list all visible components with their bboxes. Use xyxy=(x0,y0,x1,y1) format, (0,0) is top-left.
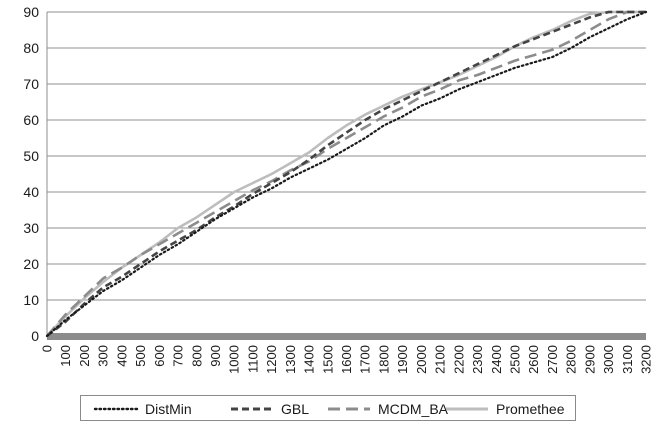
x-tick-label: 600 xyxy=(152,345,167,367)
y-tick-label: 60 xyxy=(23,112,39,128)
legend-label-distmin: DistMin xyxy=(145,401,192,417)
y-tick-labels: 0 10 20 30 40 50 60 70 80 90 xyxy=(23,4,39,344)
legend-item-promethee: Promethee xyxy=(444,399,564,419)
y-tick-label: 30 xyxy=(23,220,39,236)
series-line-mcdm-ba xyxy=(46,10,646,337)
x-tick-label: 2700 xyxy=(545,345,560,374)
x-tick-label: 900 xyxy=(208,345,223,367)
x-tick-label: 1200 xyxy=(264,345,279,374)
x-tick-label: 1900 xyxy=(395,345,410,374)
legend-swatch-distmin xyxy=(93,407,139,411)
legend-label-promethee: Promethee xyxy=(496,401,565,417)
x-tick-label: 1300 xyxy=(283,345,298,374)
y-tick-label: 70 xyxy=(23,76,39,92)
series-line-promethee xyxy=(46,10,646,337)
x-tick-label: 1500 xyxy=(320,345,335,374)
y-tick-label: 0 xyxy=(31,328,39,344)
legend-item-gbl: GBL xyxy=(229,399,309,419)
x-tick-label: 3000 xyxy=(601,345,616,374)
x-tick-label: 2400 xyxy=(489,345,504,374)
x-axis-band xyxy=(47,333,646,340)
x-tick-label: 2900 xyxy=(582,345,597,374)
y-tick-label: 80 xyxy=(23,40,39,56)
legend: DistMin GBL MCDM_BA Promethee xyxy=(80,395,576,421)
x-tick-label: 800 xyxy=(189,345,204,367)
legend-item-distmin: DistMin xyxy=(93,399,192,419)
x-tick-label: 700 xyxy=(171,345,186,367)
x-tick-label: 1000 xyxy=(227,345,242,374)
y-tick-label: 90 xyxy=(23,4,39,20)
x-tick-label: 1800 xyxy=(376,345,391,374)
x-tick-label: 2200 xyxy=(451,345,466,374)
y-tick-label: 10 xyxy=(23,292,39,308)
x-tick-label: 1700 xyxy=(358,345,373,374)
y-tick-label: 20 xyxy=(23,256,39,272)
axes xyxy=(46,12,646,340)
x-tick-label: 2000 xyxy=(414,345,429,374)
x-tick-label: 1400 xyxy=(302,345,317,374)
y-tick-label: 40 xyxy=(23,184,39,200)
x-tick-label: 3200 xyxy=(639,345,654,374)
x-tick-label: 2100 xyxy=(433,345,448,374)
x-tick-label: 2500 xyxy=(507,345,522,374)
x-tick-label: 2800 xyxy=(564,345,579,374)
x-tick-label: 0 xyxy=(40,345,55,352)
legend-label-gbl: GBL xyxy=(281,401,310,417)
y-tick-label: 50 xyxy=(23,148,39,164)
series-lines xyxy=(45,10,648,338)
x-tick-label: 400 xyxy=(114,345,129,367)
x-tick-label: 100 xyxy=(58,345,73,367)
x-tick-label: 300 xyxy=(96,345,111,367)
x-tick-labels: 0 100 200 300 400 500 600 700 800 900 1000 1100 1200… xyxy=(40,345,654,374)
x-tick-label: 2300 xyxy=(470,345,485,374)
legend-label-mcdm-ba: MCDM_BA xyxy=(378,401,449,417)
x-tick-label: 3100 xyxy=(620,345,635,374)
x-tick-label: 1100 xyxy=(245,345,260,373)
series-line-distmin xyxy=(45,10,648,338)
legend-swatch-gbl xyxy=(231,407,273,411)
x-tick-label: 500 xyxy=(133,345,148,367)
legend-swatch-promethee xyxy=(446,407,488,411)
legend-item-mcdm-ba: MCDM_BA xyxy=(326,399,448,419)
x-tick-label: 2600 xyxy=(526,345,541,374)
x-tick-label: 1600 xyxy=(339,345,354,374)
series-line-gbl xyxy=(46,10,646,338)
x-tick-label: 200 xyxy=(77,345,92,367)
legend-swatch-mcdm-ba xyxy=(328,407,370,411)
